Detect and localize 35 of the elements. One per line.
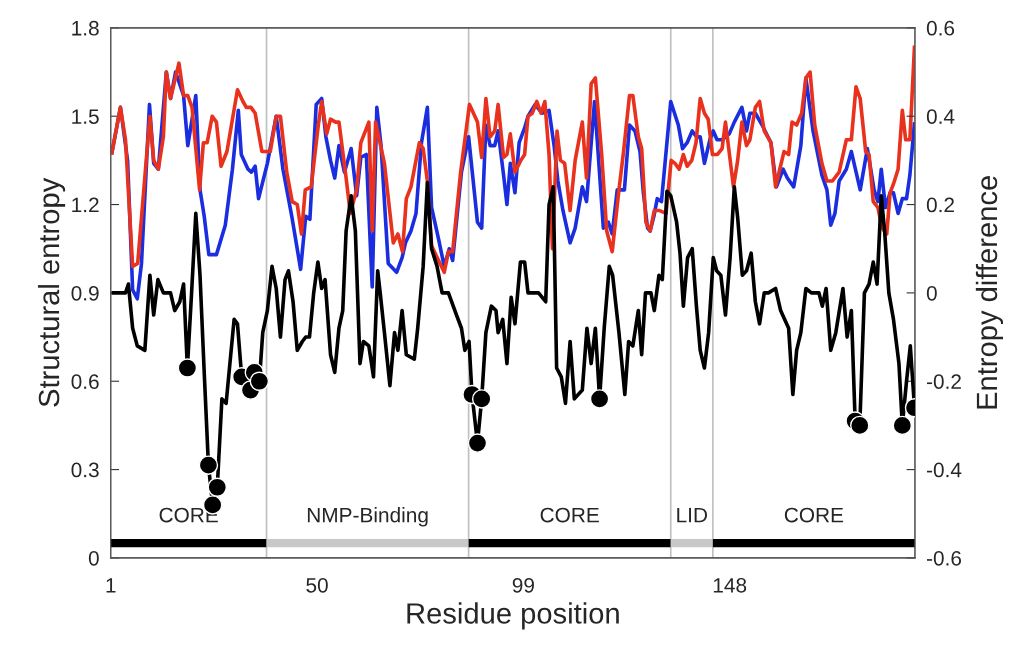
y-axis-title: Structural entropy xyxy=(37,177,66,407)
y2-tick-label: 0 xyxy=(926,285,937,301)
y-tick-label: 0.3 xyxy=(71,462,99,478)
y2-tick-label: -0.6 xyxy=(926,550,962,566)
x-tick-label: 148 xyxy=(713,577,747,593)
y-tick-label: 1.2 xyxy=(72,197,99,213)
y-tick-label: 0.6 xyxy=(71,374,99,389)
series-label: CORE xyxy=(784,507,844,523)
y2-tick-label: 0.4 xyxy=(926,109,955,124)
point xyxy=(177,358,198,378)
x-tick-label: 1 xyxy=(106,578,116,593)
point xyxy=(207,477,228,498)
point xyxy=(850,415,870,436)
x-axis-title: Residue position xyxy=(407,602,619,630)
point xyxy=(249,371,270,391)
y2-tick-label: 0.2 xyxy=(926,197,954,213)
y-tick-label: 0 xyxy=(88,550,99,566)
point xyxy=(198,455,219,475)
x-tick-label: 50 xyxy=(306,577,328,593)
series-label: NMP-Binding xyxy=(307,507,428,527)
series-label: CORE xyxy=(540,507,599,523)
line-series xyxy=(110,43,915,275)
y2-axis-title: Entropy difference xyxy=(975,176,1004,409)
y-tick-label: 1.8 xyxy=(72,20,99,36)
series-label: LID xyxy=(677,507,707,523)
y2-tick-label: -0.2 xyxy=(926,374,961,389)
y2-tick-label: -0.4 xyxy=(926,462,962,478)
y-tick-label: 0.9 xyxy=(71,285,99,301)
y2-tick-label: 0.6 xyxy=(926,20,955,36)
point xyxy=(892,415,913,436)
point xyxy=(589,389,610,409)
point xyxy=(471,389,492,409)
y-tick-label: 1.5 xyxy=(72,109,99,124)
point xyxy=(467,433,488,453)
x-tick-label: 99 xyxy=(512,577,534,593)
